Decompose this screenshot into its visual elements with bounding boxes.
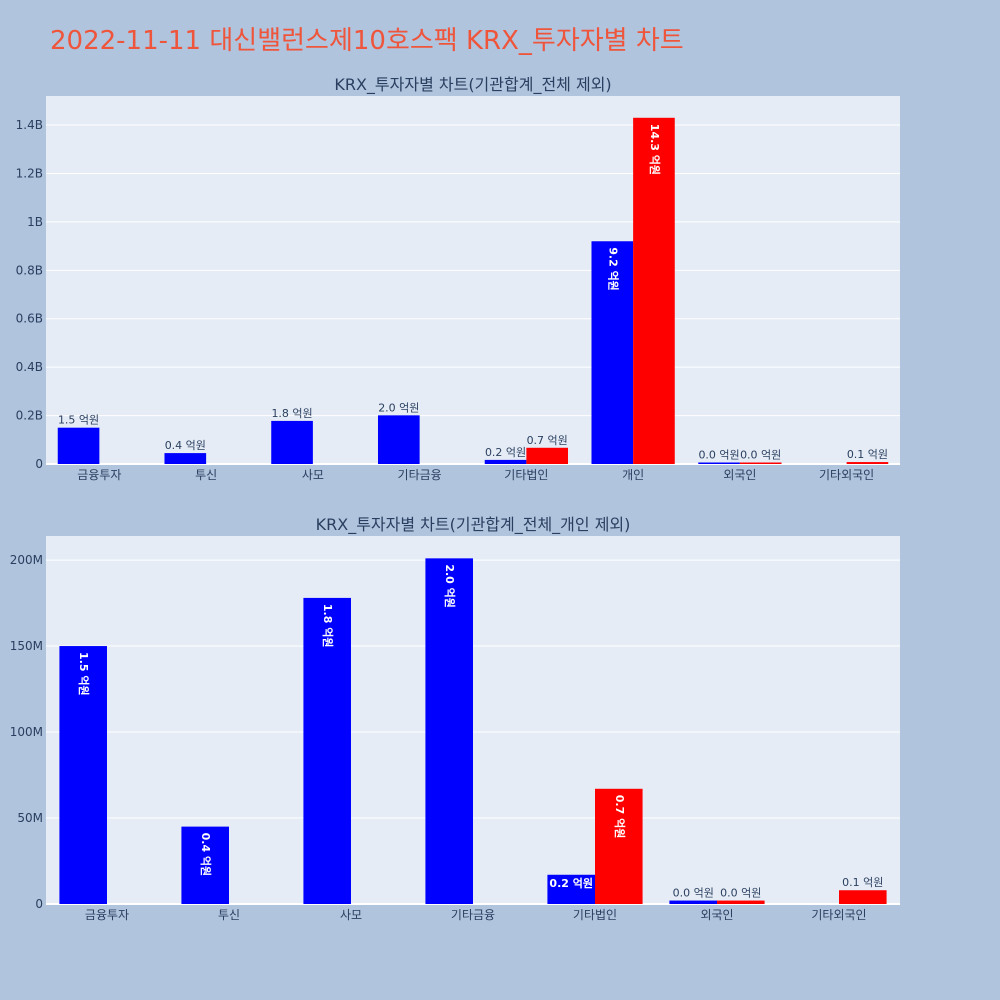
x-tick-label: 투신 [218, 908, 240, 922]
plot-area [46, 96, 900, 464]
y-tick-label: 0.2B [16, 409, 43, 423]
y-tick-label: 1.4B [16, 118, 43, 132]
bar [377, 415, 420, 464]
data-label: 0.0 억원 [673, 887, 714, 900]
bar [484, 459, 527, 464]
data-label: 14.3 억원 [648, 124, 662, 175]
y-tick-label: 0.8B [16, 263, 43, 277]
x-tick-label: 기타금융 [451, 908, 495, 922]
y-tick-label: 150M [10, 639, 43, 653]
data-label: 1.5 억원 [58, 414, 99, 427]
bar [839, 890, 887, 904]
x-tick-label: 외국인 [700, 908, 733, 922]
y-tick-label: 1.2B [16, 166, 43, 180]
bar [303, 597, 351, 904]
x-tick-label: 외국인 [723, 468, 756, 482]
data-label: 1.8 억원 [321, 604, 335, 648]
bar [164, 453, 207, 464]
bar [547, 874, 595, 904]
data-label: 0.4 억원 [165, 439, 206, 452]
bar [271, 420, 313, 464]
data-label: 0.0 억원 [740, 449, 781, 462]
bar [59, 646, 107, 904]
bar [526, 447, 569, 464]
data-label: 0.1 억원 [847, 448, 888, 461]
data-label: 0.2 억원 [549, 876, 593, 890]
x-tick-label: 기타법인 [504, 468, 548, 482]
data-label: 9.2 억원 [606, 247, 620, 291]
y-tick-label: 0 [35, 457, 43, 471]
bar [717, 900, 765, 904]
bar [57, 427, 100, 464]
bar [669, 900, 717, 904]
data-label: 0.0 억원 [720, 887, 761, 900]
x-tick-label: 기타금융 [398, 468, 442, 482]
data-label: 2.0 억원 [443, 564, 457, 608]
chart-investor-excl-individual: KRX_투자자별 차트(기관합계_전체_개인 제외) 0 50M 100M 150M 20… [10, 515, 900, 922]
bar [633, 117, 675, 464]
y-tick-label: 1B [27, 215, 43, 229]
x-tick-label: 금융투자 [77, 468, 121, 482]
y-tick-label: 100M [10, 725, 43, 739]
page-title: 2022-11-11 대신밸런스제10호스팩 KRX_투자자별 차트 [50, 26, 684, 56]
bar [425, 558, 473, 904]
y-tick-label: 0 [35, 897, 43, 911]
y-tick-label: 200M [10, 553, 43, 567]
bar [595, 788, 643, 904]
data-label: 0.7 억원 [613, 795, 627, 839]
x-tick-label: 사모 [340, 908, 362, 922]
x-tick-label: 개인 [622, 468, 644, 482]
x-tick-label: 기타법인 [573, 908, 617, 922]
bar [591, 241, 634, 464]
data-label: 0.4 억원 [199, 833, 213, 877]
data-label: 0.0 억원 [698, 449, 739, 462]
bar [846, 462, 889, 464]
bar [181, 826, 229, 904]
x-tick-label: 사모 [302, 468, 324, 482]
chart-investor-total: KRX_투자자별 차트(기관합계_전체 제외) 0 0.2B 0.4B 0.6B 0.8B… [16, 75, 900, 482]
data-label: 0.1 억원 [842, 876, 883, 889]
data-label: 1.8 억원 [271, 407, 312, 420]
y-tick-label: 0.6B [16, 312, 43, 326]
bar [698, 462, 740, 464]
data-label: 0.2 억원 [485, 446, 526, 459]
x-tick-label: 금융투자 [85, 908, 129, 922]
chart-title: KRX_투자자별 차트(기관합계_전체 제외) [334, 75, 611, 95]
y-tick-label: 0.4B [16, 360, 43, 374]
x-tick-label: 기타외국인 [819, 468, 874, 482]
x-tick-label: 기타외국인 [811, 908, 866, 922]
data-label: 1.5 억원 [77, 652, 91, 696]
data-label: 2.0 억원 [378, 401, 419, 414]
x-tick-label: 투신 [195, 468, 217, 482]
chart-title: KRX_투자자별 차트(기관합계_전체_개인 제외) [316, 515, 631, 535]
bar [739, 462, 782, 464]
data-label: 0.7 억원 [527, 434, 568, 447]
y-tick-label: 50M [17, 811, 43, 825]
